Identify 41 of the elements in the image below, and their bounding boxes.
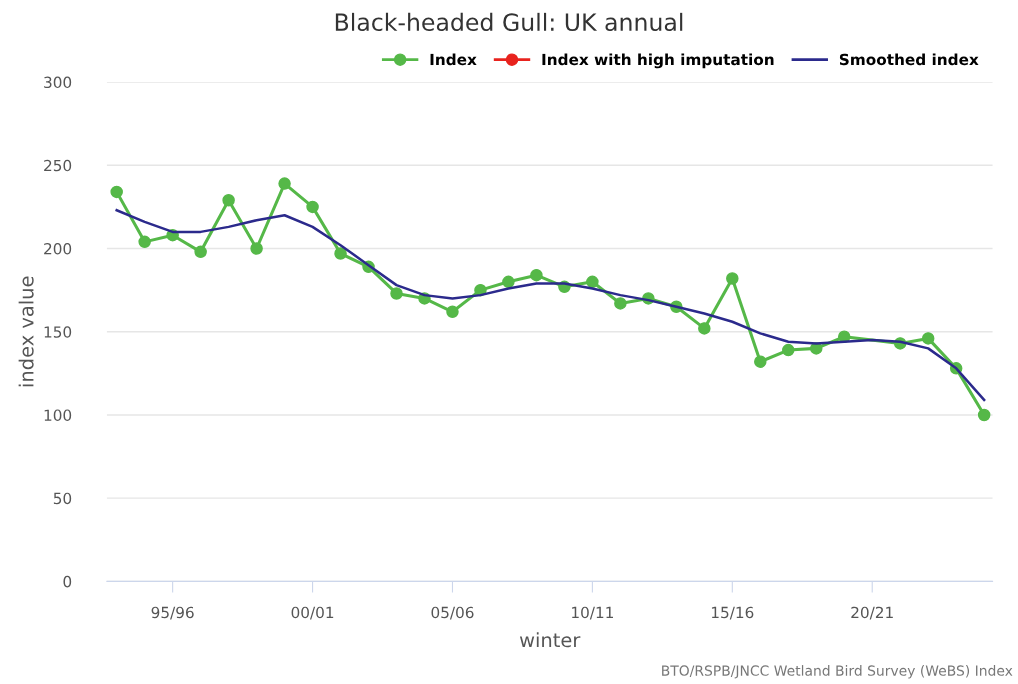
point [222,194,235,207]
legend-label: Smoothed index [839,53,979,66]
point [614,297,627,310]
point [334,247,347,260]
chart-title: Black-headed Gull: UK annual [335,12,683,32]
x-tick-label: 20/21 [851,606,893,620]
y-tick-label: 200 [44,242,72,255]
point [921,332,935,345]
legend-label: Index with high imputation [542,53,774,69]
point [390,287,403,300]
x-tick-label: 15/16 [711,606,754,620]
y-tick-label: 50 [53,492,72,505]
point [502,275,515,289]
point [278,177,291,190]
point [754,355,767,368]
x-axis-title: winter [519,632,581,648]
point [530,268,543,282]
line-series [115,208,986,402]
point [698,322,711,335]
point [138,235,151,249]
y-tick-label: 100 [44,409,72,421]
x-tick-label: 95/96 [151,606,194,620]
point [306,200,319,214]
point [977,408,991,422]
point [110,185,123,199]
point [250,242,263,255]
point [726,272,739,285]
point [586,275,599,289]
legend-label: Index [430,53,477,66]
y-tick-label: 300 [44,76,72,89]
x-tick-label: 10/11 [572,606,613,620]
x-tick-label: 05/06 [431,606,474,620]
y-axis-title: index value [18,276,34,387]
text: BTO/RSPB/JNCC Wetland Bird Survey (WeBS) Index [662,665,1013,679]
point [782,343,795,357]
y-tick-label: 0 [63,575,72,588]
point [194,245,207,259]
y-tick-label: 150 [44,326,72,338]
x-tick-label: 00/01 [291,606,334,620]
y-tick-label: 250 [44,159,72,172]
point [446,305,459,319]
